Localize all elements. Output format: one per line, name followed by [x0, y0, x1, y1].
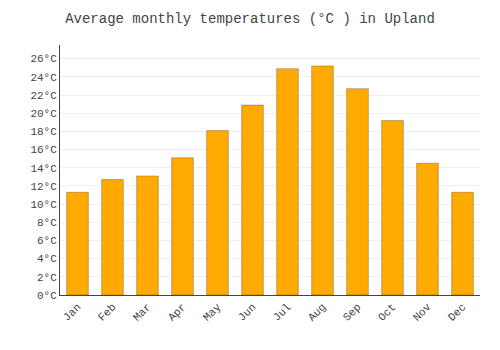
svg-text:Dec: Dec [446, 301, 468, 323]
svg-text:8°C: 8°C [37, 217, 57, 229]
svg-text:22°C: 22°C [30, 90, 57, 102]
svg-text:16°C: 16°C [30, 144, 57, 156]
svg-text:Jan: Jan [61, 301, 83, 323]
svg-text:Oct: Oct [376, 301, 398, 323]
svg-text:Average monthly temperatures (: Average monthly temperatures (°C ) in Up… [65, 11, 435, 27]
svg-text:Jun: Jun [236, 301, 258, 323]
svg-text:4°C: 4°C [37, 253, 57, 265]
svg-text:Mar: Mar [131, 301, 153, 323]
svg-text:Sep: Sep [341, 301, 363, 323]
svg-text:20°C: 20°C [30, 108, 57, 120]
svg-text:6°C: 6°C [37, 235, 57, 247]
svg-text:May: May [201, 301, 224, 324]
svg-text:24°C: 24°C [30, 72, 57, 84]
svg-text:0°C: 0°C [37, 290, 57, 302]
svg-text:Apr: Apr [166, 301, 188, 323]
svg-text:12°C: 12°C [30, 181, 57, 193]
svg-text:18°C: 18°C [30, 126, 57, 138]
svg-text:Aug: Aug [306, 301, 328, 323]
svg-text:Nov: Nov [411, 301, 434, 324]
svg-text:10°C: 10°C [30, 199, 57, 211]
svg-text:14°C: 14°C [30, 163, 57, 175]
svg-text:26°C: 26°C [30, 53, 57, 65]
svg-text:2°C: 2°C [37, 272, 57, 284]
svg-text:Jul: Jul [271, 301, 293, 323]
svg-text:Feb: Feb [96, 301, 118, 323]
